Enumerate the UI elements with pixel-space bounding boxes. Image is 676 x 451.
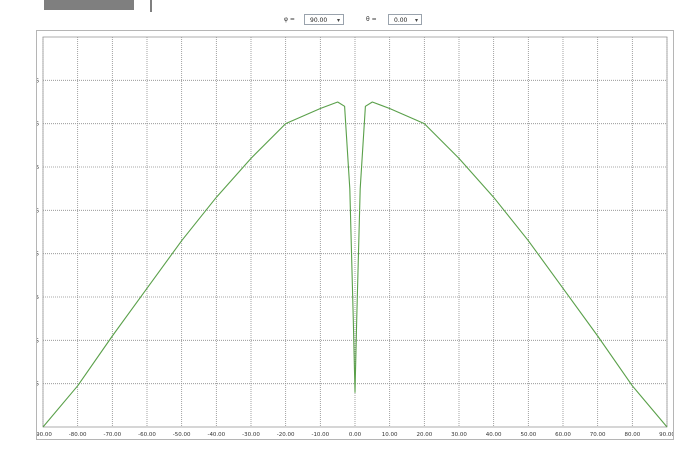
tab-separator — [150, 0, 152, 12]
x-tick-label: 70.00 — [590, 432, 606, 438]
plot-panel: -90.00 -80.00 -70.00 -60.00 -50.00 -40.00 -30.… — [16, 30, 675, 440]
x-tick-label: 40.00 — [486, 432, 502, 438]
angle-label: φ = — [284, 16, 295, 23]
offset-label: θ = — [366, 16, 377, 23]
y-tick-label: 2.000E5 — [37, 382, 39, 388]
x-tick-label: 0.00 — [349, 432, 362, 438]
x-tick-label: 50.00 — [520, 432, 536, 438]
x-tick-label: 30.00 — [451, 432, 467, 438]
x-tick-label: 20.00 — [416, 432, 432, 438]
plot-area — [42, 36, 668, 428]
x-tick-label: -60.00 — [138, 432, 156, 438]
top-bar — [0, 0, 676, 12]
x-tick-label: 90.00 — [659, 432, 673, 438]
x-tick-label: -10.00 — [311, 432, 329, 438]
x-tick-label: -30.00 — [242, 432, 260, 438]
y-tick-label: 4.000E5 — [37, 338, 39, 344]
x-tick-label: -70.00 — [103, 432, 121, 438]
angle-value: 90.00 — [310, 17, 328, 24]
x-tick-label: 60.00 — [555, 432, 571, 438]
x-tick-label: -80.00 — [69, 432, 87, 438]
x-tick-label: -20.00 — [277, 432, 295, 438]
angle-spinbox[interactable]: 90.00 ▾ — [304, 14, 344, 25]
series-line-0 — [42, 101, 668, 428]
x-tick-label: 10.00 — [382, 432, 398, 438]
grid-lines — [42, 36, 668, 428]
offset-spinbox[interactable]: 0.00 ▾ — [388, 14, 422, 25]
x-tick-label: -50.00 — [173, 432, 191, 438]
y-tick-label: 1.200E6 — [37, 165, 39, 171]
y-tick-label: 6.000E5 — [37, 295, 39, 301]
chevron-down-icon[interactable]: ▾ — [414, 17, 418, 24]
offset-value: 0.00 — [394, 17, 408, 24]
y-tick-label: 1.000E6 — [37, 208, 39, 214]
chevron-down-icon[interactable]: ▾ — [336, 17, 340, 24]
x-tick-label: -40.00 — [207, 432, 225, 438]
line-chart: -90.00 -80.00 -70.00 -60.00 -50.00 -40.00 -30.… — [16, 36, 675, 438]
chart-controls: φ = 90.00 ▾ θ = 0.00 ▾ — [0, 12, 676, 30]
series-lines — [42, 101, 668, 428]
x-tick-label: 80.00 — [624, 432, 640, 438]
active-tab-indicator[interactable] — [44, 0, 134, 10]
y-tick-label: 1.400E6 — [37, 122, 39, 128]
y-tick-label: 8.000E5 — [37, 252, 39, 258]
x-tick-label: -90.00 — [37, 432, 52, 438]
y-tick-label: 1.600E6 — [37, 78, 39, 84]
